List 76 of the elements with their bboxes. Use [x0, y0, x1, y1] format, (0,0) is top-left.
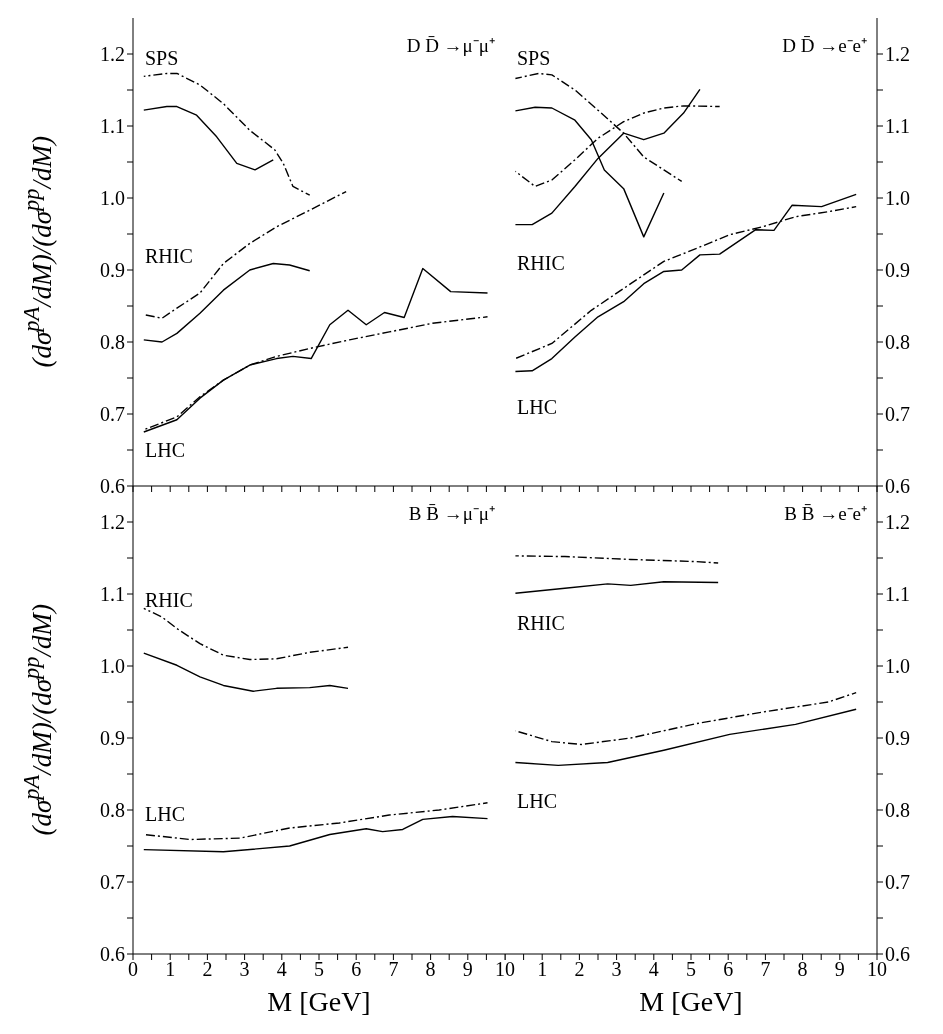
- y-tick-label: 0.9: [100, 727, 125, 750]
- line-series: [514, 555, 719, 564]
- y-tick-label: 0.8: [885, 799, 910, 822]
- x-tick-label: 1: [165, 958, 176, 981]
- x-tick-label: 10: [867, 958, 887, 981]
- line-series: [514, 581, 719, 594]
- x-tick-label: 10: [495, 958, 515, 981]
- y-tick-label: 1.2: [885, 511, 910, 534]
- line-series: [143, 652, 349, 692]
- line-series: [143, 262, 311, 343]
- x-tick-label: 7: [760, 958, 771, 981]
- y-tick-label: 1.0: [100, 187, 125, 210]
- annotation: LHC: [517, 789, 557, 813]
- x-tick-label: 2: [574, 958, 585, 981]
- y-tick-label: 1.0: [885, 187, 910, 210]
- y-tick-label: 0.8: [885, 331, 910, 354]
- annotation: B B̄ →e⁻e⁺: [783, 502, 867, 526]
- annotation: SPS: [145, 46, 179, 70]
- x-tick-label: 8: [425, 958, 436, 981]
- y-tick-label: 0.7: [100, 871, 125, 894]
- x-tick-label: 9: [462, 958, 473, 981]
- y-tick-label: 0.6: [100, 475, 125, 498]
- y-tick-label: 1.2: [885, 43, 910, 66]
- line-series: [514, 691, 857, 746]
- y-tick-label: 1.0: [100, 655, 125, 678]
- x-tick-label: 0: [128, 958, 138, 981]
- y-tick-label: 0.9: [100, 259, 125, 282]
- x-tick-label: 8: [797, 958, 808, 981]
- x-tick-label: 1: [537, 958, 548, 981]
- annotation: RHIC: [517, 611, 565, 635]
- y-tick-label: 0.8: [100, 331, 125, 354]
- y-tick-label: 0.9: [885, 259, 910, 282]
- y-tick-label: 0.6: [100, 943, 125, 966]
- y-tick-label: 0.8: [100, 799, 125, 822]
- x-tick-label: 6: [351, 958, 362, 981]
- x-tick-label: 3: [611, 958, 622, 981]
- y-tick-label: 1.1: [885, 115, 910, 138]
- line-series: [143, 802, 489, 841]
- y-tick-label: 1.2: [100, 511, 125, 534]
- y-tick-label: 0.6: [885, 475, 910, 498]
- annotation: B B̄ →μ⁻μ⁺: [407, 502, 495, 526]
- annotation: LHC: [145, 802, 185, 826]
- line-series: [143, 190, 347, 319]
- x-tick-label: 5: [686, 958, 696, 981]
- y-tick-label: 1.2: [100, 43, 125, 66]
- x-tick-label: 3: [239, 958, 250, 981]
- y-tick-label: 1.1: [100, 115, 125, 138]
- annotation: RHIC: [517, 251, 565, 275]
- line-series: [514, 708, 857, 767]
- annotation: D D̄ →e⁻e⁺: [782, 35, 867, 56]
- x-tick-label: 4: [276, 958, 287, 981]
- y-tick-label: 0.9: [885, 727, 910, 750]
- x-tick-label: 7: [388, 958, 399, 981]
- annotation: LHC: [517, 395, 557, 419]
- x-tick-label: 6: [723, 958, 734, 981]
- x-axis-title: M [GeV]: [638, 986, 744, 1018]
- x-tick-label: 5: [314, 958, 324, 981]
- annotation: LHC: [145, 438, 185, 462]
- y-tick-label: 0.7: [885, 871, 910, 894]
- annotation: D D̄ →μ⁻μ⁺: [406, 35, 495, 56]
- annotation: RHIC: [145, 588, 193, 612]
- line-series: [143, 607, 349, 661]
- x-tick-label: 9: [834, 958, 845, 981]
- y-tick-label: 0.6: [885, 943, 910, 966]
- y-tick-label: 0.7: [885, 403, 910, 426]
- annotation: SPS: [517, 46, 551, 70]
- annotation: RHIC: [145, 244, 193, 268]
- line-series: [143, 105, 274, 171]
- y-tick-label: 1.1: [100, 583, 125, 606]
- x-tick-label: 2: [202, 958, 213, 981]
- y-tick-label: 0.7: [100, 403, 125, 426]
- x-axis-title: M [GeV]: [266, 986, 372, 1018]
- y-tick-label: 1.1: [885, 583, 910, 606]
- y-tick-label: 1.0: [885, 655, 910, 678]
- line-series: [143, 72, 311, 196]
- x-tick-label: 4: [648, 958, 659, 981]
